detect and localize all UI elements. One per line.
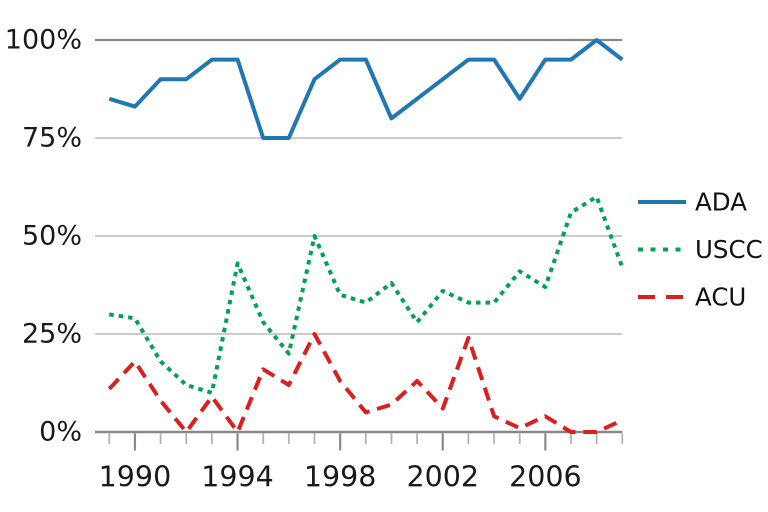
y-tick-label-0: 0% xyxy=(39,417,82,448)
series-line-ada xyxy=(108,38,624,140)
series-line-acu xyxy=(107,332,624,434)
legend-item-uscc: USCC xyxy=(638,235,763,264)
y-tick-label-50: 50% xyxy=(22,221,82,252)
x-tick-label-2006: 2006 xyxy=(509,461,582,494)
y-tick-label-25: 25% xyxy=(22,319,82,350)
y-tick-label-75: 75% xyxy=(22,123,82,154)
legend-item-acu: ACU xyxy=(638,283,746,312)
legend-label-uscc: USCC xyxy=(695,235,763,264)
x-tick-label-1994: 1994 xyxy=(201,461,274,494)
y-tick-label-100: 100% xyxy=(5,25,82,56)
x-tick-label-1990: 1990 xyxy=(99,461,172,494)
legend-item-ada: ADA xyxy=(638,188,747,217)
x-tick-label-1998: 1998 xyxy=(304,461,377,494)
x-tick-label-2002: 2002 xyxy=(406,461,479,494)
legend-label-acu: ACU xyxy=(695,283,746,312)
legend-label-ada: ADA xyxy=(695,188,747,217)
legend: ADA USCC ACU xyxy=(638,188,763,312)
series-line-uscc xyxy=(108,194,625,395)
